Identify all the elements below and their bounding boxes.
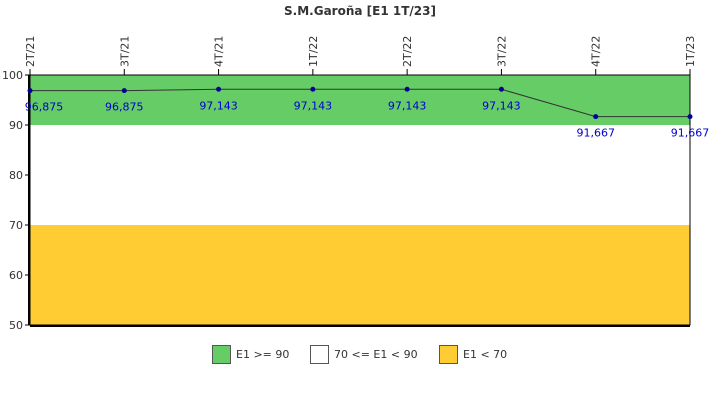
y-tick-label-3: 80 (9, 169, 23, 182)
legend-label-band-1: 70 <= E1 < 90 (334, 348, 418, 361)
x-tick-label-2: 4T/21 (213, 36, 226, 67)
data-label-4: 97,143 (388, 99, 427, 112)
data-point-1 (121, 88, 127, 94)
y-tick-label-0: 50 (9, 319, 23, 332)
x-tick-label-6: 4T/22 (590, 36, 603, 67)
x-tick-label-1: 3T/21 (118, 36, 131, 67)
x-axis-ticks: 2T/21 3T/21 4T/21 1T/22 2T/22 3T/22 4T/22 1T/23 (24, 36, 697, 75)
legend-swatch-band-2 (439, 345, 458, 364)
series-line (30, 88, 690, 118)
data-point-2 (216, 86, 222, 92)
band-2 (30, 225, 690, 325)
legend: E1 >= 90 70 <= E1 < 90 E1 < 70 (0, 345, 720, 367)
y-tick-label-2: 70 (9, 219, 23, 232)
legend-label-band-2: E1 < 70 (463, 348, 508, 361)
x-tick-label-3: 1T/22 (307, 36, 320, 67)
x-tick-label-4: 2T/22 (401, 36, 414, 67)
y-tick-label-4: 90 (9, 119, 23, 132)
data-point-6 (593, 114, 599, 120)
y-tick-label-5: 100 (2, 69, 23, 82)
data-label-3: 97,143 (294, 99, 333, 112)
data-point-4 (404, 86, 410, 92)
data-label-6: 91,667 (576, 127, 615, 140)
data-point-3 (310, 86, 316, 92)
data-label-1: 96,875 (105, 101, 144, 114)
legend-label-band-0: E1 >= 90 (236, 348, 290, 361)
data-point-5 (498, 86, 504, 92)
threshold-bands (28, 74, 691, 327)
x-tick-label-0: 2T/21 (24, 36, 37, 67)
y-axis-ticks: 50 60 70 80 90 100 (2, 69, 30, 332)
data-point-0 (27, 88, 33, 94)
data-label-0: 96,875 (25, 101, 64, 114)
data-label-2: 97,143 (199, 99, 238, 112)
data-labels: 96,875 96,875 97,143 97,143 97,143 97,143 91,6… (25, 99, 710, 139)
data-label-7: 91,667 (671, 127, 710, 140)
band-1 (30, 125, 690, 225)
x-tick-label-5: 3T/22 (495, 36, 508, 67)
y-tick-label-1: 60 (9, 269, 23, 282)
chart-title: S.M.Garoña [E1 1T/23] (284, 4, 436, 18)
legend-swatch-band-0 (212, 345, 231, 364)
x-tick-label-7: 1T/23 (684, 36, 697, 67)
data-point-7 (687, 114, 693, 120)
series-layer (27, 86, 693, 120)
legend-swatch-band-1 (310, 345, 329, 364)
data-label-5: 97,143 (482, 99, 521, 112)
band-0 (30, 75, 690, 125)
